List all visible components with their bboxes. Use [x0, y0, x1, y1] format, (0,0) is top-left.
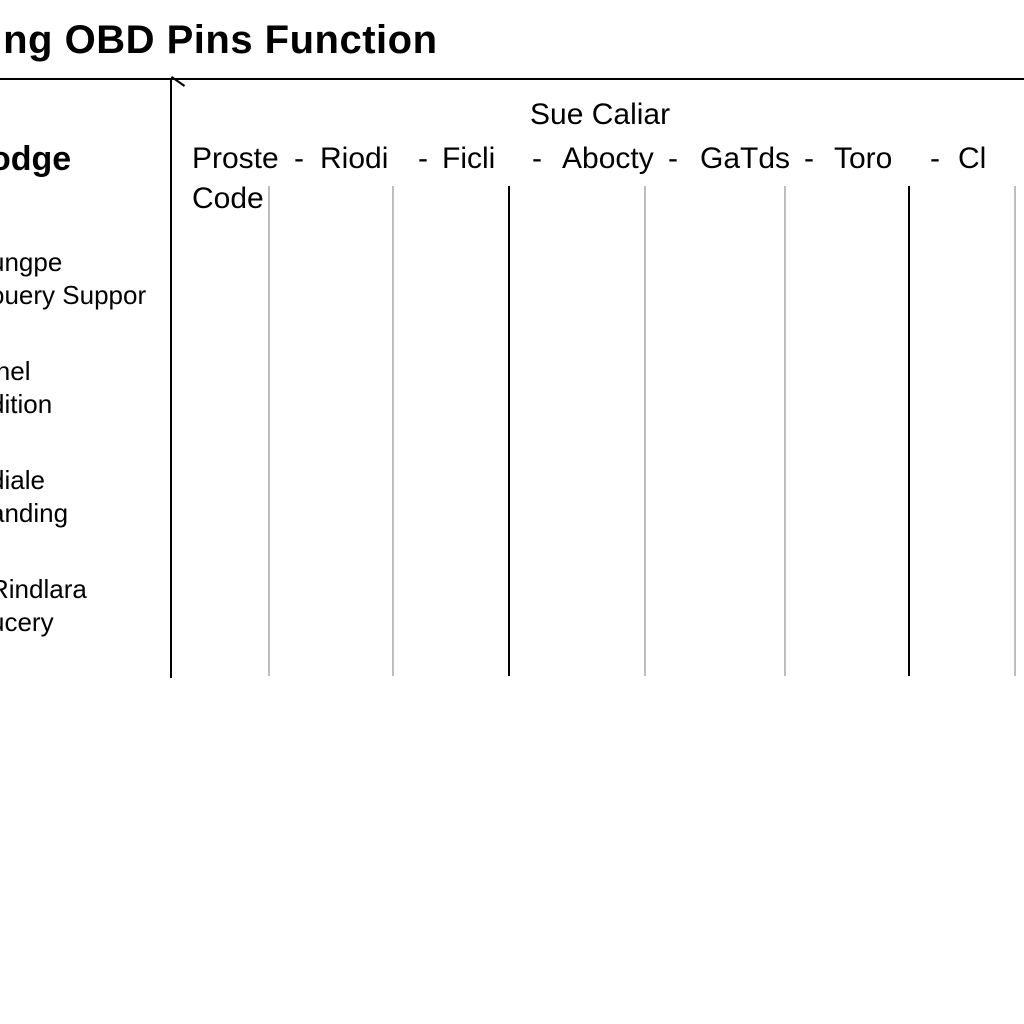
column-divider — [784, 186, 786, 676]
side-line: ouery Suppor — [0, 279, 160, 312]
column-label: Cl — [958, 142, 986, 176]
column-divider — [392, 186, 394, 676]
page: asing OBD Pins Function odge ungpe ouery… — [0, 0, 1024, 1024]
column-separator: - — [804, 142, 814, 176]
column-label: GaTds — [700, 142, 790, 176]
column-separator: - — [532, 142, 542, 176]
side-line: diale — [0, 464, 160, 497]
column-divider — [644, 186, 646, 676]
side-group: Rindlara ucery — [0, 573, 160, 638]
side-line: Rindlara — [0, 573, 160, 606]
side-items: ungpe ouery Suppor inel dition diale and… — [0, 246, 160, 682]
side-group: diale anding — [0, 464, 160, 529]
column-divider — [508, 186, 510, 676]
columns-area: Proste Code - Riodi - Ficli - Abocty - G… — [170, 78, 1024, 678]
column-divider — [268, 186, 270, 676]
column-sublabel: Code — [192, 182, 264, 216]
column-separator: - — [294, 142, 304, 176]
side-line: dition — [0, 388, 160, 421]
column-separator: - — [930, 142, 940, 176]
column-divider — [908, 186, 910, 676]
column-label: Riodi — [320, 142, 388, 176]
column-label: Ficli — [442, 142, 495, 176]
column-divider — [1014, 186, 1016, 676]
side-line: inel — [0, 355, 160, 388]
side-line: anding — [0, 497, 160, 530]
column-separator: - — [668, 142, 678, 176]
page-title: asing OBD Pins Function — [0, 18, 438, 63]
side-line: ucery — [0, 606, 160, 639]
column-label: Proste — [192, 142, 279, 176]
column-separator: - — [418, 142, 428, 176]
side-line: ungpe — [0, 246, 160, 279]
side-group: ungpe ouery Suppor — [0, 246, 160, 311]
column-label: Abocty — [562, 142, 654, 176]
column-label: Toro — [834, 142, 892, 176]
column-divider — [170, 78, 172, 678]
side-group: inel dition — [0, 355, 160, 420]
side-header: odge — [0, 140, 71, 179]
